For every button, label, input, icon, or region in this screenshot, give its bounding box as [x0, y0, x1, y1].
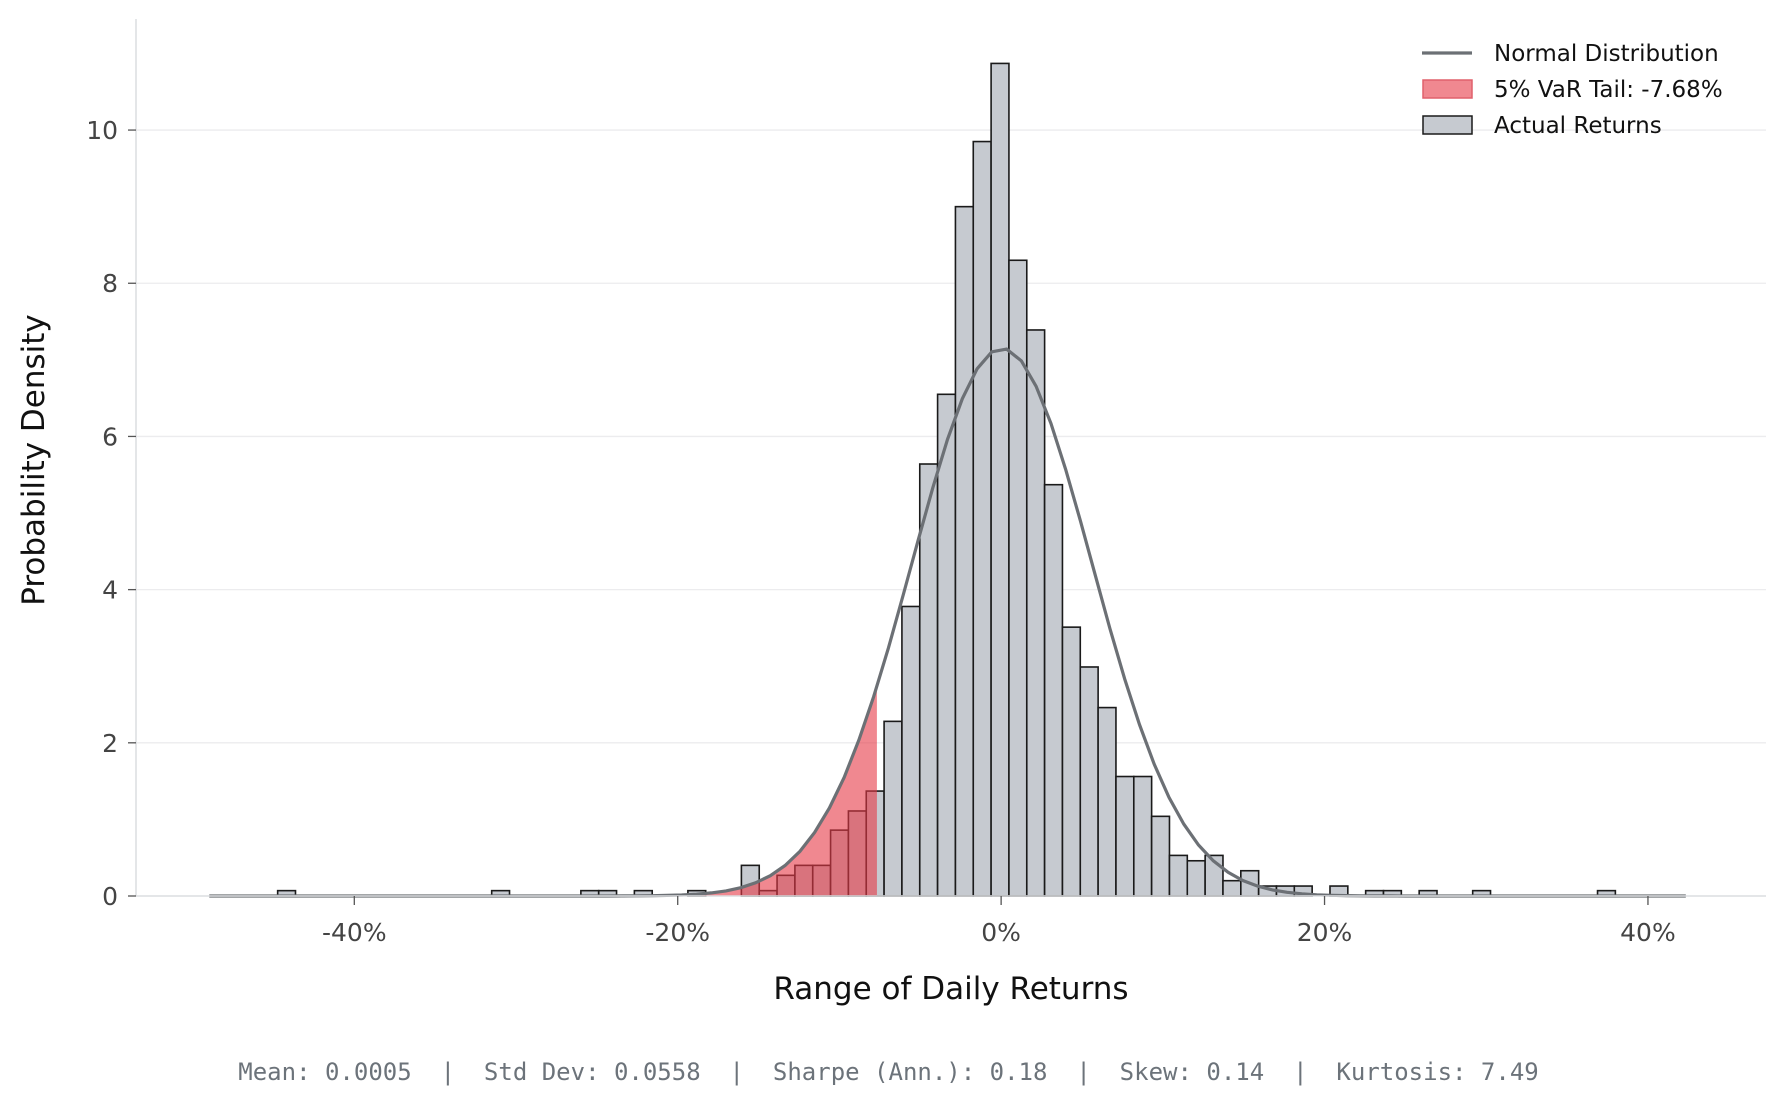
histogram-bar: [1097, 706, 1117, 897]
x-axis-ticks: -40% -20% 0% 20% 40%: [322, 896, 1676, 947]
histogram-bar: [1115, 775, 1135, 897]
histogram-bar: [1025, 329, 1046, 897]
x-tick-label: -20%: [645, 918, 710, 947]
histogram-bar: [1061, 626, 1082, 897]
histogram-bar: [883, 720, 903, 897]
y-axis-label: Probability Density: [16, 314, 52, 606]
legend-returns-label: Actual Returns: [1494, 113, 1662, 139]
y-tick-label: 10: [86, 116, 118, 145]
x-tick-label: 20%: [1297, 918, 1353, 947]
y-tick-label: 2: [102, 729, 118, 758]
x-tick-label: -40%: [322, 918, 387, 947]
var-tail-area: [209, 686, 877, 896]
histogram-bar: [1079, 666, 1099, 897]
histogram-bar: [1132, 775, 1153, 897]
legend-var-swatch: [1422, 79, 1473, 99]
histogram-bar: [901, 605, 921, 897]
histogram-bar: [954, 205, 975, 897]
x-tick-label: 40%: [1620, 918, 1676, 947]
stats-footer: Mean: 0.0005 | Std Dev: 0.0558 | Sharpe …: [238, 1058, 1539, 1086]
x-axis-label: Range of Daily Returns: [773, 971, 1128, 1007]
histogram-bar: [936, 393, 957, 897]
histogram-bar: [1043, 483, 1064, 897]
histogram-bar: [990, 62, 1010, 897]
y-tick-label: 8: [102, 269, 118, 298]
legend: Normal Distribution 5% VaR Tail: -7.68% …: [1422, 41, 1723, 139]
legend-var-label: 5% VaR Tail: -7.68%: [1494, 77, 1723, 103]
legend-returns-swatch: [1422, 115, 1473, 135]
histogram-bar: [1150, 815, 1171, 897]
legend-normal-label: Normal Distribution: [1494, 41, 1719, 67]
y-tick-label: 0: [102, 882, 118, 911]
y-axis-ticks: 0 2 4 6 8 10: [86, 116, 136, 911]
y-tick-label: 6: [102, 422, 118, 451]
histogram-bar: [1222, 879, 1242, 897]
histogram-bar: [1008, 259, 1028, 897]
histogram-bar: [972, 140, 992, 897]
histogram-bar: [1168, 854, 1189, 897]
histogram-bars: [276, 62, 1617, 897]
x-tick-label: 0%: [981, 918, 1021, 947]
histogram-bar: [1186, 859, 1206, 897]
y-tick-label: 4: [102, 576, 118, 605]
